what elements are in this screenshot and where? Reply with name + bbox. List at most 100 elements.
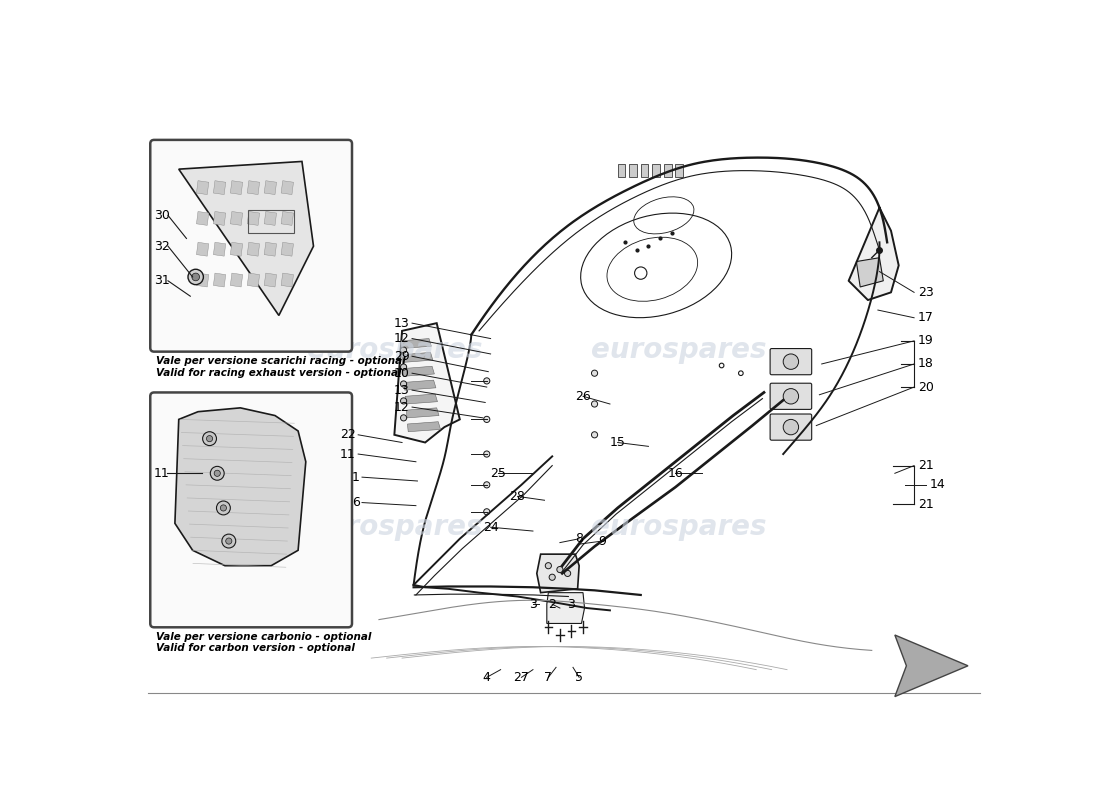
Circle shape [484, 416, 490, 422]
Circle shape [783, 354, 799, 370]
Text: 17: 17 [917, 311, 934, 324]
Text: 7: 7 [544, 671, 552, 684]
Circle shape [214, 470, 220, 476]
Text: 24: 24 [483, 521, 498, 534]
Circle shape [546, 562, 551, 569]
Text: 1: 1 [352, 470, 360, 484]
Text: 29: 29 [394, 350, 409, 362]
Circle shape [217, 501, 230, 515]
Polygon shape [264, 181, 276, 194]
Text: eurospares: eurospares [592, 514, 767, 541]
Text: Vale per versione scarichi racing - optional: Vale per versione scarichi racing - opti… [156, 356, 405, 366]
Circle shape [400, 364, 407, 370]
Circle shape [400, 414, 407, 421]
Polygon shape [282, 273, 294, 287]
Text: 13: 13 [394, 317, 409, 330]
Text: 12: 12 [394, 332, 409, 345]
Circle shape [484, 509, 490, 515]
Polygon shape [213, 273, 226, 287]
Polygon shape [264, 242, 276, 256]
Polygon shape [230, 273, 243, 287]
Text: Valid for racing exhaust version - optional: Valid for racing exhaust version - optio… [156, 368, 402, 378]
Text: 6: 6 [352, 496, 360, 509]
FancyBboxPatch shape [151, 393, 352, 627]
Text: 31: 31 [154, 274, 169, 287]
Text: 3: 3 [529, 598, 537, 610]
Text: 5: 5 [575, 671, 583, 684]
Polygon shape [405, 394, 438, 404]
Polygon shape [197, 242, 209, 256]
Circle shape [191, 273, 199, 281]
Polygon shape [282, 211, 294, 226]
Text: 15: 15 [609, 436, 626, 449]
Circle shape [484, 378, 490, 384]
Polygon shape [618, 164, 625, 177]
Polygon shape [404, 380, 436, 390]
Polygon shape [652, 164, 660, 177]
Bar [249, 210, 295, 233]
Circle shape [400, 398, 407, 404]
Polygon shape [264, 211, 276, 226]
Polygon shape [197, 273, 209, 287]
Polygon shape [547, 593, 584, 623]
Polygon shape [264, 273, 276, 287]
Polygon shape [230, 211, 243, 226]
Text: eurospares: eurospares [592, 336, 767, 364]
Text: 11: 11 [154, 467, 169, 480]
Polygon shape [406, 408, 439, 418]
Text: 18: 18 [917, 358, 934, 370]
Text: 20: 20 [917, 381, 934, 394]
Polygon shape [402, 353, 433, 362]
Polygon shape [675, 164, 683, 177]
Circle shape [222, 534, 235, 548]
Circle shape [592, 432, 597, 438]
Text: 13: 13 [394, 384, 409, 397]
Polygon shape [175, 408, 306, 566]
Text: 16: 16 [668, 467, 683, 480]
Text: 10: 10 [394, 366, 409, 380]
Polygon shape [213, 242, 226, 256]
Text: 27: 27 [514, 671, 529, 684]
Polygon shape [248, 242, 260, 256]
Polygon shape [178, 162, 314, 315]
Text: 28: 28 [509, 490, 526, 503]
Text: 2: 2 [548, 598, 557, 610]
Circle shape [400, 381, 407, 387]
Text: 3: 3 [568, 598, 575, 610]
Polygon shape [400, 338, 431, 349]
Polygon shape [664, 164, 671, 177]
Text: 30: 30 [154, 209, 170, 222]
Text: 11: 11 [340, 447, 356, 461]
Polygon shape [248, 211, 260, 226]
Polygon shape [197, 181, 209, 194]
Text: 19: 19 [917, 334, 934, 347]
Circle shape [557, 566, 563, 573]
FancyBboxPatch shape [770, 349, 812, 374]
Polygon shape [230, 181, 243, 194]
Circle shape [783, 389, 799, 404]
Polygon shape [230, 242, 243, 256]
Text: 22: 22 [340, 428, 356, 442]
Circle shape [226, 538, 232, 544]
Text: 25: 25 [491, 467, 506, 480]
Text: 21: 21 [917, 498, 934, 510]
Text: 21: 21 [917, 459, 934, 472]
Polygon shape [895, 635, 968, 697]
Text: Valid for carbon version - optional: Valid for carbon version - optional [156, 643, 354, 654]
Circle shape [210, 466, 224, 480]
Circle shape [220, 505, 227, 511]
Polygon shape [213, 211, 226, 226]
Polygon shape [248, 273, 260, 287]
FancyBboxPatch shape [770, 383, 812, 410]
FancyBboxPatch shape [151, 140, 352, 352]
Circle shape [783, 419, 799, 435]
Polygon shape [407, 422, 440, 432]
Polygon shape [197, 211, 209, 226]
Text: 4: 4 [483, 671, 491, 684]
Text: 12: 12 [394, 401, 409, 414]
Text: 32: 32 [154, 240, 169, 253]
FancyBboxPatch shape [770, 414, 812, 440]
Circle shape [207, 435, 212, 442]
Polygon shape [395, 323, 460, 442]
Polygon shape [282, 181, 294, 194]
